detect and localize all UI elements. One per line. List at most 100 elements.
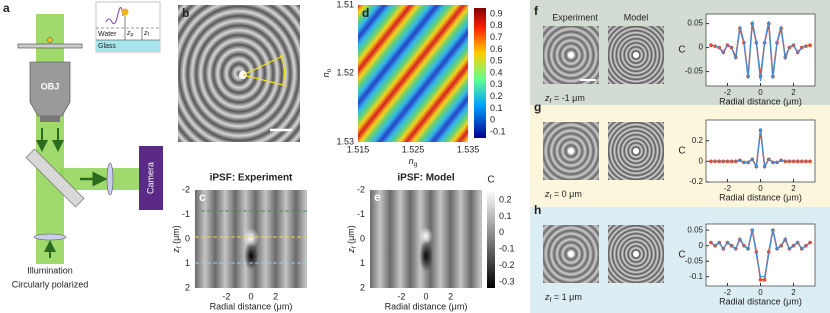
axis-label: Radial distance (μm) [385, 301, 468, 311]
x-tick-label: 1.525 [402, 144, 425, 154]
x-tick-label: 2 [791, 88, 796, 97]
colorbar-tick-label: 0.7 [490, 32, 503, 42]
data-point [762, 278, 767, 282]
panel-title: iPSF: Model [397, 173, 454, 184]
x-tick-label: 0 [248, 291, 253, 301]
label: Circularly polarized [12, 279, 89, 289]
label: Glass [98, 43, 116, 50]
panel-label: a [3, 1, 10, 15]
y-tick-label: -0.05 [685, 256, 704, 265]
y-tick-label: 0 [699, 43, 704, 52]
unit: = 0 μm [551, 189, 581, 199]
image-spot [633, 52, 639, 58]
axis-label: Radial distance (μm) [719, 96, 802, 106]
label: OBJ [41, 81, 60, 91]
colorbar-tick-label: -0.1 [499, 244, 515, 254]
y-tick-label: 0 [360, 233, 365, 243]
x-tick-label: 0 [758, 184, 763, 193]
axis-label: zf (μm) [346, 225, 357, 254]
axis-label: Radial distance (μm) [210, 301, 293, 311]
colorbar-tick-label: 0 [499, 227, 504, 237]
colorbar-tick-label: 0.2 [499, 194, 512, 204]
x-tick-label: 2 [791, 288, 796, 297]
y-tick-label: 1.52 [336, 67, 354, 77]
axis-label: no [321, 68, 332, 77]
y-tick-label: 0 [185, 233, 190, 243]
label: zp [126, 30, 134, 39]
data-point [758, 278, 763, 282]
y-tick-label: 1.53 [336, 136, 354, 146]
y-tick-label: -0.2 [689, 177, 703, 186]
depth-label: zf = 0 μm [544, 189, 582, 200]
colorbar [474, 8, 486, 138]
y-tick-label: 0.2 [692, 136, 704, 145]
symbol: z [143, 30, 148, 37]
x-tick-label: -2 [397, 291, 405, 301]
image-spot [568, 251, 574, 257]
y-tick-label: 1 [185, 258, 190, 268]
colorbar-tick-label: -0.1 [490, 126, 506, 136]
y-tick-label: -2 [357, 184, 365, 194]
x-tick-label: 2 [448, 291, 453, 301]
image [178, 5, 300, 142]
unit: (μm) [346, 225, 356, 246]
subscript: f [550, 297, 552, 304]
y-tick-label: -2 [182, 184, 190, 194]
panel-label: h [534, 203, 541, 217]
symbol: z [544, 292, 550, 302]
panel-label: e [374, 190, 381, 204]
column-header: Experiment [552, 12, 598, 22]
y-tick-label: -1 [182, 209, 190, 219]
x-tick-label: 1.535 [457, 144, 480, 154]
panel-title: iPSF: Experiment [210, 173, 293, 184]
colorbar-tick-label: 0.2 [490, 91, 503, 101]
x-tick-label: -2 [724, 88, 732, 97]
image-spot [568, 148, 574, 154]
x-tick-label: -2 [222, 291, 230, 301]
panel-label: b [182, 6, 189, 20]
axis-label: C [678, 45, 685, 56]
x-tick-label: 2 [791, 184, 796, 193]
colorbar-tick-label: 0.8 [490, 20, 503, 30]
colorbar-tick-label: 0.9 [490, 8, 503, 18]
axis-label: C [678, 146, 685, 157]
image-spot [633, 251, 639, 257]
image-spot [419, 227, 433, 245]
x-tick-label: 0 [758, 288, 763, 297]
subscript: f [176, 246, 183, 248]
axis-label: Radial distance (μm) [719, 192, 802, 202]
colorbar-tick-label: 0.1 [490, 103, 503, 113]
y-tick-label: 0 [699, 241, 704, 250]
subscript: f [351, 246, 358, 248]
depth-label: zf = 1 μm [544, 292, 582, 303]
heatmap [358, 5, 468, 142]
panel-label: f [534, 4, 539, 18]
x-tick-label: -2 [724, 184, 732, 193]
symbol: z [544, 189, 550, 199]
panel-label: g [534, 100, 541, 114]
schematic [17, 1, 163, 264]
image-spot [243, 228, 259, 248]
panel-label: d [362, 6, 369, 20]
colorbar-tick-label: 0.1 [499, 211, 512, 221]
x-tick-label: 2 [273, 291, 278, 301]
colorbar-tick-label: 0.3 [490, 79, 503, 89]
symbol: z [346, 248, 356, 254]
y-tick-label: 2 [185, 282, 190, 292]
subscript: p [131, 32, 134, 38]
label: Illumination [27, 265, 73, 275]
y-tick-label: 1.51 [336, 0, 354, 9]
symbol: z [171, 248, 181, 254]
annotation [242, 54, 288, 87]
y-tick-label: -0.1 [689, 272, 703, 281]
image-spot [419, 240, 433, 272]
label: Camera [145, 162, 155, 194]
axis-label: zf (μm) [171, 225, 182, 254]
subscript: o [326, 68, 333, 72]
unit: (μm) [171, 225, 181, 246]
colorbar-tick-label: 0 [490, 115, 495, 125]
image-spot [633, 148, 639, 154]
symbol: n [321, 72, 331, 77]
y-tick-label: -0.05 [685, 67, 704, 76]
